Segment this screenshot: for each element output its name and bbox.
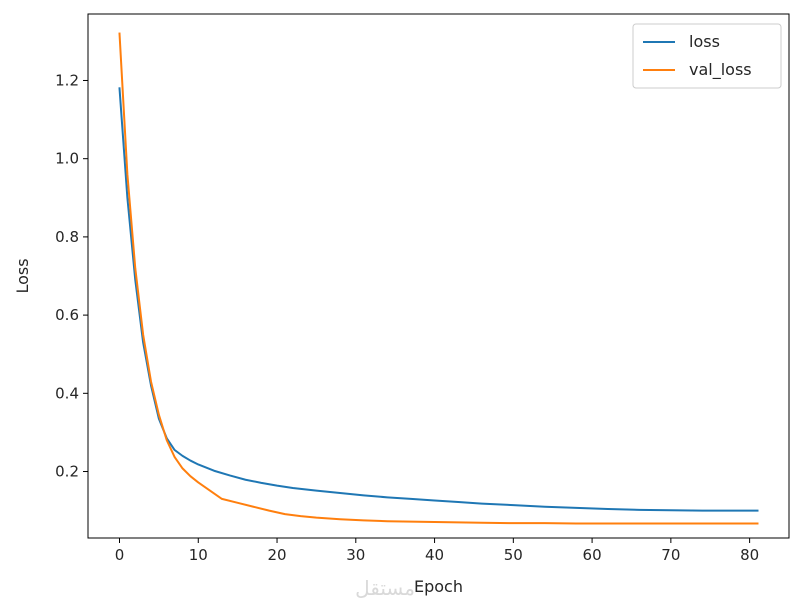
x-tick-label-50: 50: [504, 546, 523, 564]
legend-label-val-loss: val_loss: [689, 60, 752, 80]
x-axis-label: Epoch: [414, 577, 463, 596]
x-tick-label-10: 10: [189, 546, 208, 564]
y-tick-label-2: 0.6: [55, 306, 79, 324]
y-axis-label: Loss: [13, 258, 32, 293]
y-tick-label-4: 1.0: [55, 150, 79, 168]
y-tick-label-0: 0.2: [55, 463, 79, 481]
series-line-val-loss: [118, 32, 759, 525]
x-tick-label-30: 30: [346, 546, 365, 564]
watermark-text: مستقل: [355, 576, 415, 600]
axes: 0 10 20 30 40 50 60 70 80 0.2 0.4 0.6 0.8 1.0 1.2: [55, 13, 790, 564]
x-tick-label-40: 40: [425, 546, 444, 564]
y-tick-label-5: 1.2: [55, 71, 79, 89]
y-tick-label-1: 0.4: [55, 384, 79, 402]
series-lines: [118, 32, 759, 525]
x-tick-label-20: 20: [267, 546, 286, 564]
plot-background: [88, 14, 789, 538]
x-tick-label-0: 0: [115, 546, 125, 564]
axes-frame: [87, 13, 790, 539]
legend: loss val_loss: [632, 23, 782, 89]
legend-box: [632, 23, 782, 89]
y-tick-label-3: 0.8: [55, 228, 79, 246]
plot-area: [88, 14, 789, 538]
legend-label-loss: loss: [689, 32, 720, 51]
x-tick-label-60: 60: [583, 546, 602, 564]
x-tick-label-70: 70: [661, 546, 680, 564]
x-tick-label-80: 80: [740, 546, 759, 564]
